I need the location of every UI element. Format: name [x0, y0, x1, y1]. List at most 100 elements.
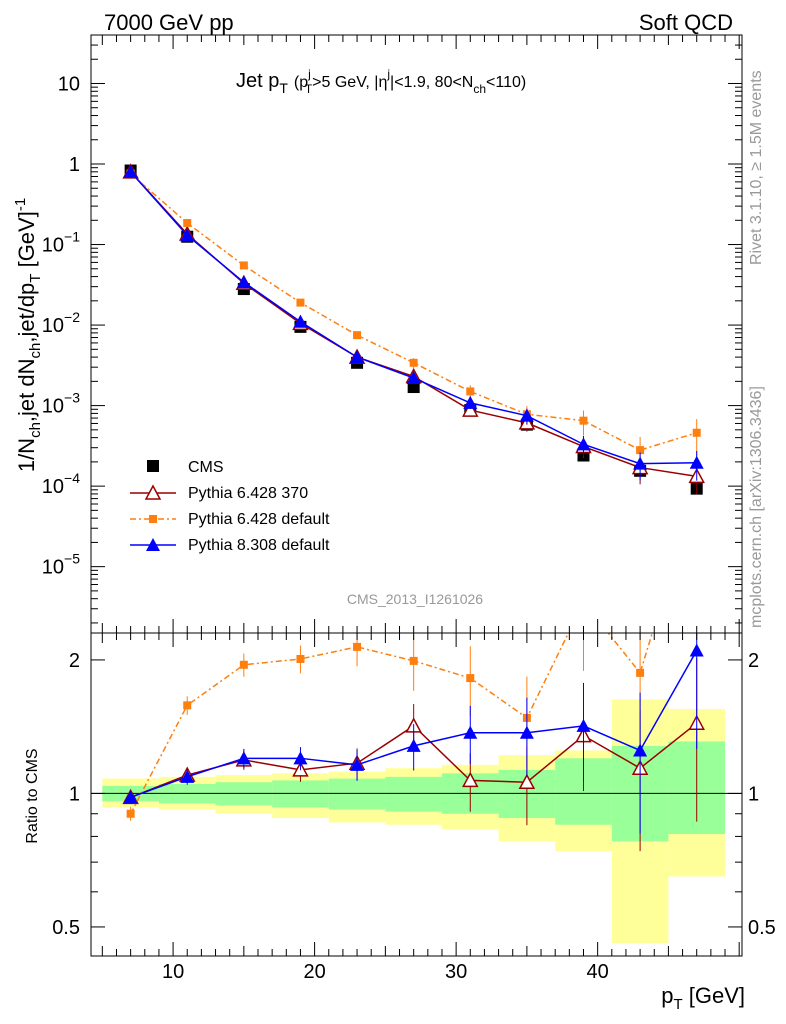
x-tick-label: 20 — [303, 961, 325, 983]
py8-default-marker — [123, 164, 138, 178]
py6-370-marker — [518, 773, 536, 789]
py8-default-marker — [350, 757, 365, 771]
y-tick-base: 10 — [42, 315, 64, 337]
py8-default-marker — [463, 725, 478, 739]
y-tick-label: 10 — [58, 73, 80, 95]
py6-default-marker — [409, 358, 418, 367]
y-tick-label: 10−2 — [42, 309, 80, 337]
legend-label-py6-370: Pythia 6.428 370 — [188, 485, 308, 502]
x-tick-label: 30 — [445, 961, 467, 983]
header-right-label: Soft QCD — [639, 10, 733, 35]
x-tick-label: 40 — [587, 961, 609, 983]
py6-default-marker — [636, 668, 645, 677]
legend-marker-py6-370 — [144, 484, 162, 500]
py6-default-marker — [409, 656, 418, 665]
y-tick-exp: −3 — [64, 390, 80, 406]
py8-default-marker — [689, 643, 704, 657]
band-green-bin — [328, 778, 386, 810]
legend-label-py8-default: Pythia 8.308 default — [188, 537, 330, 554]
rivet-label: Rivet 3.1.10, ≥ 1.5M events — [748, 70, 765, 265]
cms-marker — [407, 381, 420, 394]
header-left-label: 7000 GeV pp — [104, 10, 234, 35]
ratio-frame — [90, 632, 743, 957]
ratio-series-py8_default — [123, 633, 704, 834]
legend-label-cms: CMS — [188, 459, 224, 476]
y-tick-base: 10 — [42, 557, 64, 579]
main-series-group — [122, 163, 705, 495]
py6-default-marker — [579, 416, 588, 425]
y-tick-base: 1 — [69, 154, 80, 176]
series-py6_default — [126, 169, 701, 472]
series-py8_default — [123, 164, 704, 481]
ratio-panel: 0.5 0.5 1 1 2 2 10 20 30 40 Ratio to CMS pT [GeV] — [24, 598, 776, 1013]
y-tick-label: 10−4 — [42, 470, 80, 498]
ratio-series-group — [122, 598, 705, 852]
py6-default-marker — [183, 701, 192, 710]
py8-default-marker — [406, 738, 421, 752]
py6-default-marker — [296, 298, 305, 307]
py6-default-marker — [466, 674, 475, 683]
legend-item-cms: CMS — [147, 459, 224, 476]
py6-default-marker — [353, 642, 362, 651]
py6-default-marker — [239, 261, 248, 270]
py6-370-marker — [462, 771, 479, 788]
y-tick-base: 10 — [42, 396, 64, 418]
py8-default-marker — [123, 790, 138, 804]
py6-default-marker — [636, 446, 645, 455]
x-axis-label: pT [GeV] — [661, 983, 745, 1013]
py8-default-marker — [576, 437, 591, 451]
py6-default-marker — [579, 598, 587, 606]
ratio-y-tick-label-right: 1 — [748, 783, 759, 805]
band-green-bin — [385, 776, 442, 812]
y-tick-label: 10−5 — [42, 551, 80, 579]
py6-default-marker — [183, 219, 192, 228]
y-tick-exp: −4 — [64, 470, 80, 486]
ratio-y-tick-label-left: 1 — [69, 783, 80, 805]
py6-370-marker — [462, 401, 479, 417]
ratio-ylabel: Ratio to CMS — [24, 748, 41, 843]
py8-default-marker — [633, 456, 648, 470]
py8-default-marker — [236, 275, 251, 289]
y-tick-base: 10 — [58, 73, 80, 95]
legend-marker-cms — [147, 460, 159, 472]
series-cms — [124, 164, 703, 495]
y-tick-exp: −2 — [64, 309, 80, 325]
py8-default-marker — [519, 725, 534, 739]
py6-default-marker — [692, 428, 701, 437]
legend-item-py6-default: Pythia 6.428 default — [130, 511, 330, 528]
analysis-watermark: CMS_2013_I1261026 — [347, 591, 483, 607]
py8-default-marker — [689, 455, 704, 469]
py8-default-marker — [576, 718, 591, 732]
py8-default-marker — [180, 769, 195, 783]
legend-marker-py6-default — [149, 515, 157, 523]
py6-default-marker — [296, 654, 305, 663]
py8-default-marker — [350, 350, 365, 364]
py8-default-marker — [519, 408, 534, 422]
y-tick-exp: −5 — [64, 551, 80, 567]
py8-default-marker — [406, 371, 421, 385]
series-py6_370 — [122, 163, 705, 495]
py8-default-marker — [463, 395, 478, 409]
series-line-py6_default — [130, 173, 697, 451]
legend-marker-py8-default — [146, 538, 160, 551]
y-tick-base: 10 — [42, 476, 64, 498]
py6-default-marker — [353, 331, 362, 340]
series-line-py6_370 — [130, 171, 697, 478]
legend-item-py8-default: Pythia 8.308 default — [130, 537, 330, 554]
ratio-y-tick-label-right: 0.5 — [748, 917, 776, 939]
py6-default-marker — [239, 660, 248, 669]
y-tick-label: 1 — [69, 154, 80, 176]
py8-default-marker — [293, 314, 308, 328]
py6-default-marker — [466, 387, 475, 396]
py8-default-marker — [236, 751, 251, 765]
py8-default-marker — [180, 228, 195, 242]
main-ylabel: 1/Nch,jet dNch,jet/dpT [GeV]-1 — [12, 198, 44, 472]
y-tick-base: 10 — [42, 235, 64, 257]
py8-default-marker — [633, 743, 648, 757]
y-tick-label: 10−3 — [42, 390, 80, 418]
py8-default-marker — [293, 751, 308, 765]
legend: CMS Pythia 6.428 370 Pythia 6.428 defaul… — [130, 459, 330, 554]
